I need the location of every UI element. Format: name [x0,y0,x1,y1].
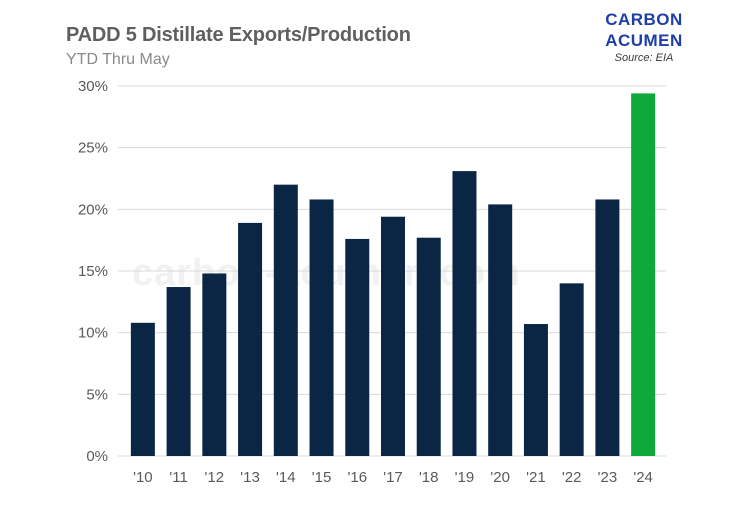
x-tick-label: '15 [312,469,332,486]
x-tick-label: '12 [205,469,225,486]
bar-20 [488,204,513,456]
bar-24 [631,93,656,457]
y-tick-label: 15% [78,263,108,280]
x-tick-label: '17 [383,469,403,486]
bar-15 [309,199,334,456]
bar-17 [381,216,405,456]
x-tick-label: '24 [633,469,653,486]
bar-23 [595,199,620,456]
bar-10 [130,322,155,456]
y-tick-label: 25% [78,140,108,157]
x-tick-label: '22 [562,469,582,486]
bar-13 [238,222,263,456]
brand-line-2: ACUMEN [605,31,683,50]
x-tick-label: '19 [455,469,475,486]
chart-subtitle: YTD Thru May [66,51,170,68]
x-tick-label: '13 [240,469,260,486]
x-tick-label: '10 [133,469,153,486]
brand-line-1: CARBON [605,10,683,29]
bars [130,93,656,457]
x-tick-label: '16 [347,469,367,486]
y-tick-label: 20% [78,201,108,218]
x-tick-label: '11 [169,469,187,486]
x-tick-label: '14 [276,469,296,486]
y-tick-label: 30% [78,78,108,95]
y-tick-label: 0% [86,448,108,465]
y-tick-label: 5% [86,386,108,403]
bar-12 [202,273,227,456]
x-tick-label: '23 [598,469,618,486]
bar-16 [345,238,370,456]
bar-11 [166,287,191,456]
bar-22 [559,283,584,456]
y-axis: 0% 5% 10% 15% 20% 25% 30% [78,78,108,465]
chart-title: PADD 5 Distillate Exports/Production [66,24,411,46]
source-note: Source: EIA [614,52,674,64]
bar-14 [273,184,298,456]
bar-18 [416,237,441,456]
x-tick-label: '21 [526,469,546,486]
x-tick-label: '20 [490,469,510,486]
brand-logo: CARBON ACUMEN Source: EIA [584,9,704,64]
x-tick-label: '18 [419,469,439,486]
y-tick-label: 10% [78,325,108,342]
x-axis: '10 '11 '12 '13 '14 '15 '16 '17 '18 '19 '20 '21 '22 '… [133,469,653,486]
bar-21 [523,324,548,456]
bar-19 [452,171,477,456]
